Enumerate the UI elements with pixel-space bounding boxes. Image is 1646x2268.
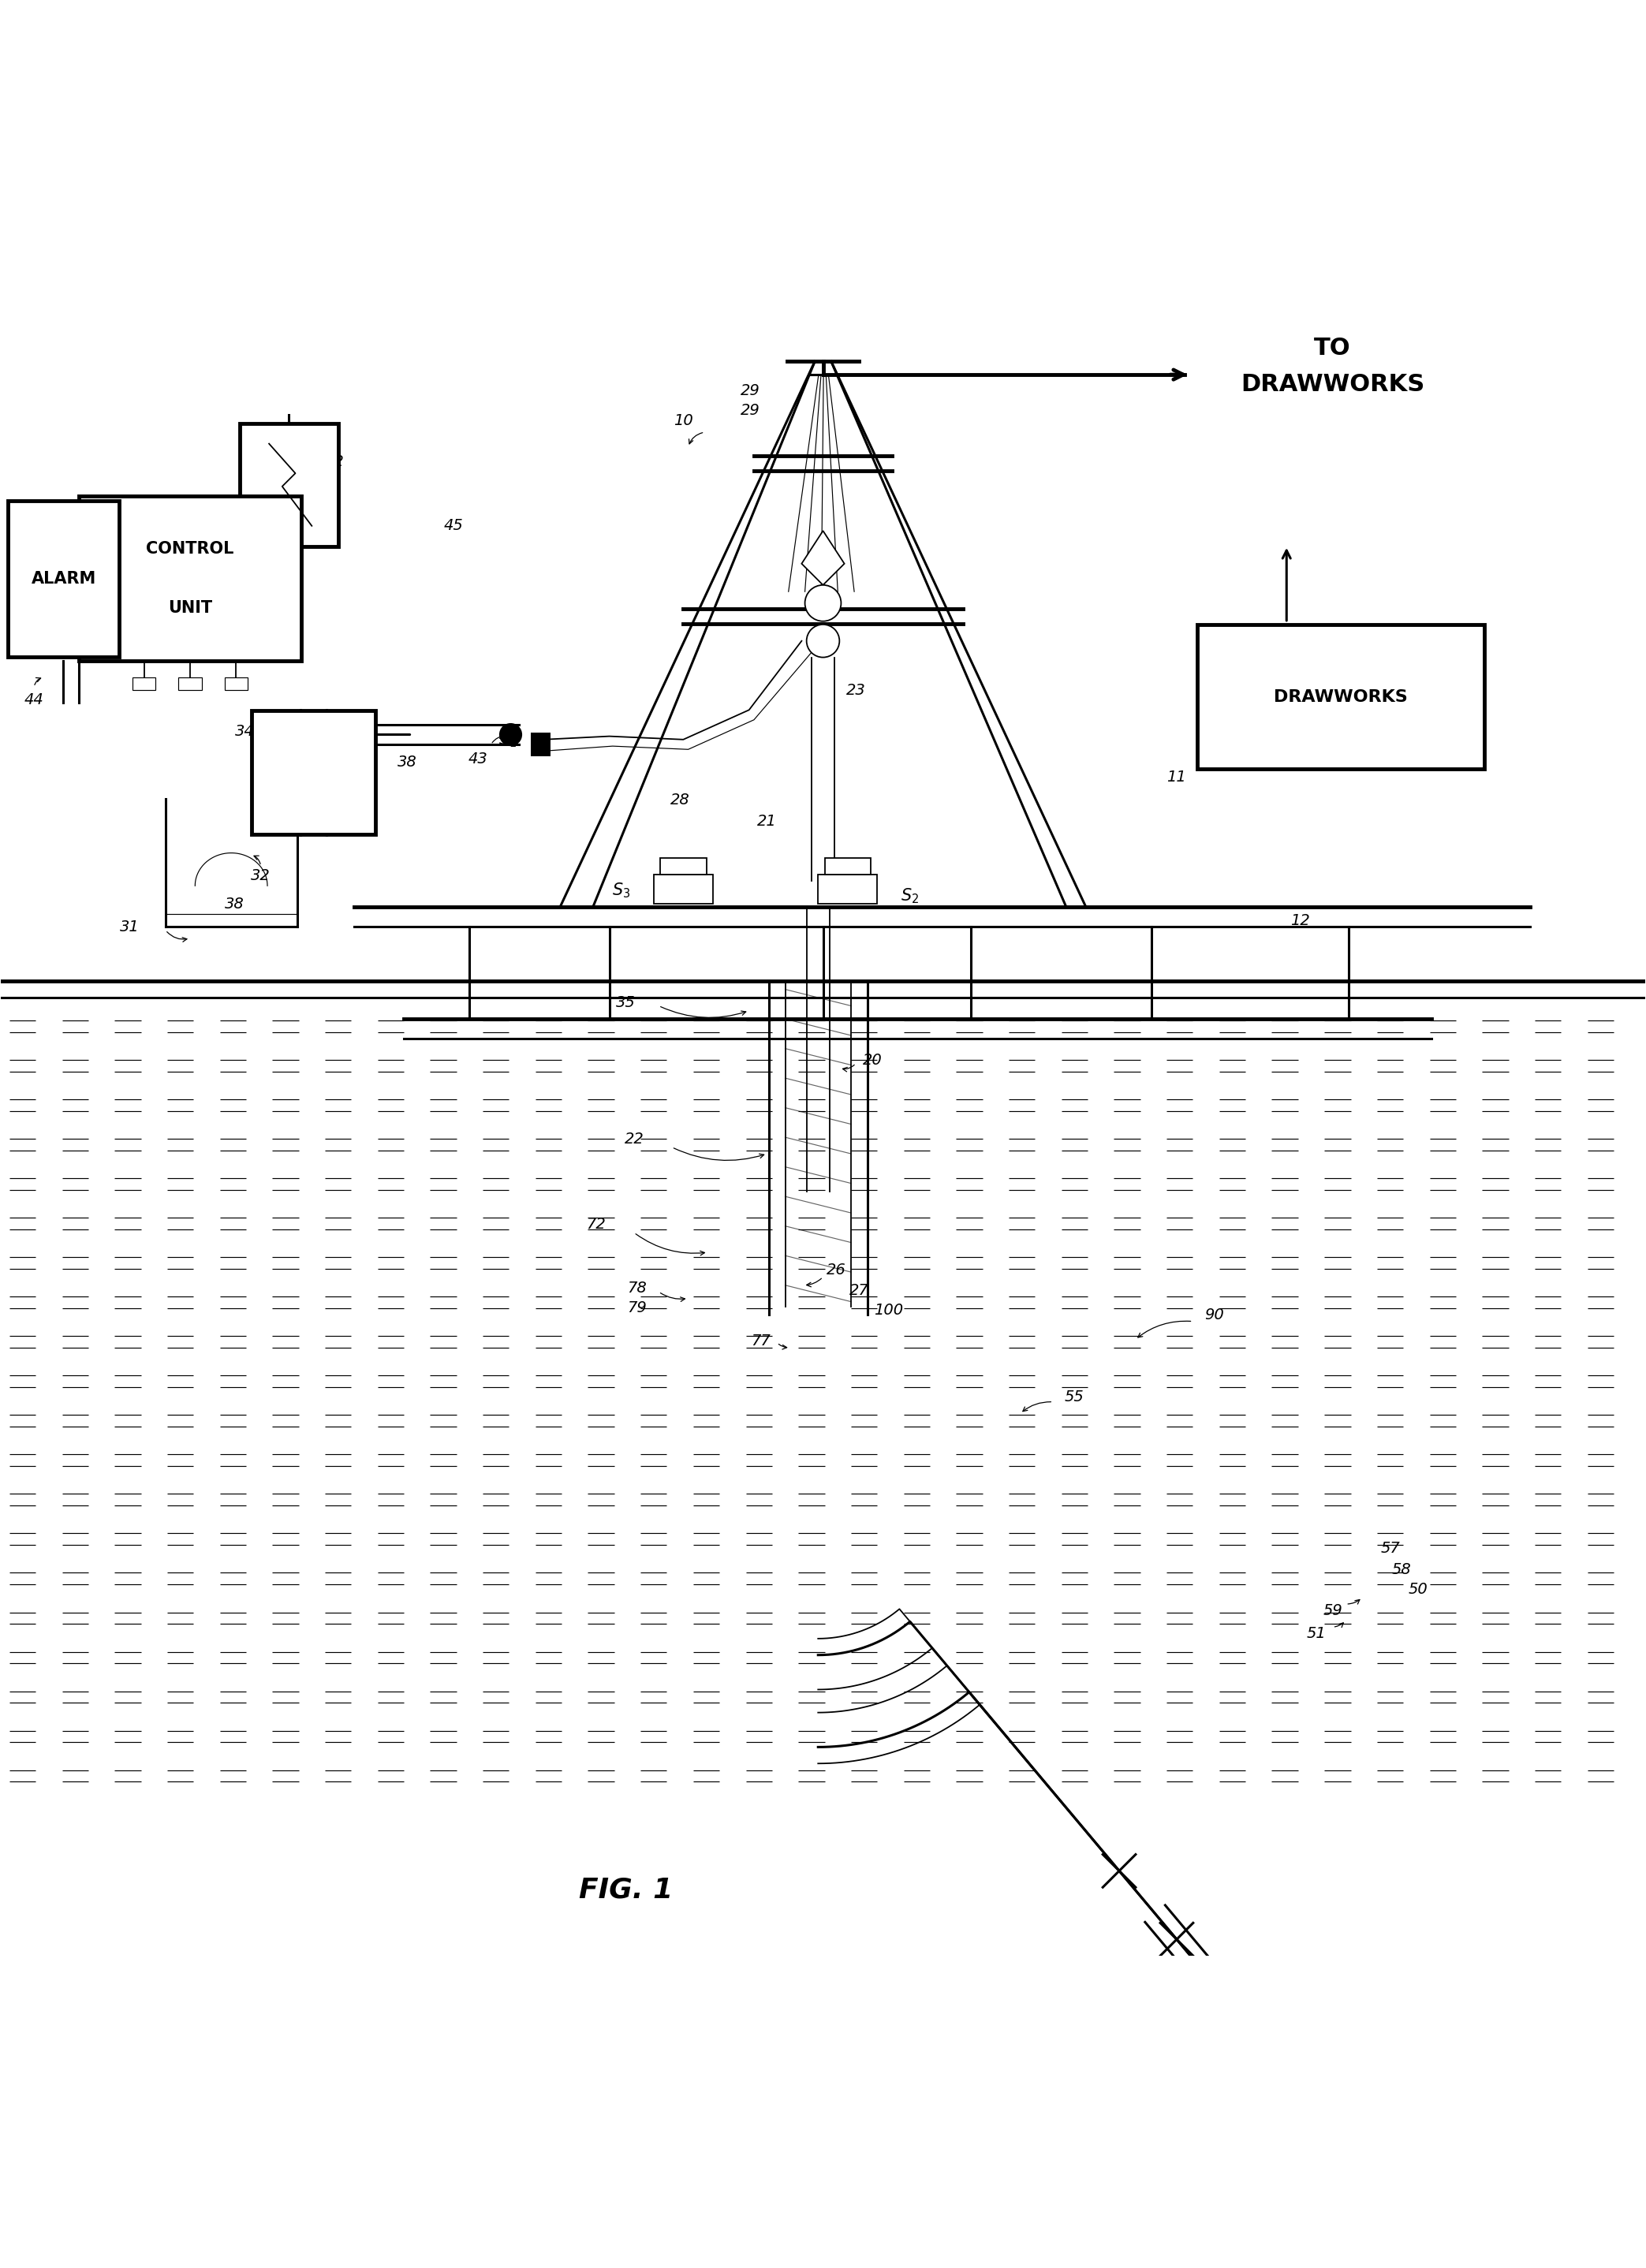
Text: UNIT: UNIT [168,601,212,617]
Circle shape [1287,2073,1310,2096]
Bar [239,424,337,547]
Text: 57: 57 [1381,1540,1399,1556]
Text: 77: 77 [751,1334,770,1349]
Text: 55: 55 [1065,1390,1085,1404]
Text: 38: 38 [397,755,416,771]
Text: $S_3$: $S_3$ [612,882,630,900]
Bar [179,678,202,689]
Text: 40: 40 [107,519,127,533]
Text: 11: 11 [1167,769,1187,785]
Text: 72: 72 [586,1218,606,1232]
Text: FIG. 1: FIG. 1 [579,1876,673,1903]
Text: DRAWWORKS: DRAWWORKS [1274,689,1407,705]
Text: 45: 45 [443,519,463,533]
Text: 10: 10 [673,413,693,429]
Text: 23: 23 [846,683,866,699]
Text: 59: 59 [1323,1603,1343,1617]
Text: 22: 22 [624,1132,644,1145]
Bar [660,857,706,873]
Text: 42: 42 [324,454,344,469]
Bar [818,873,877,905]
Text: 32: 32 [252,869,270,885]
Text: 20: 20 [863,1052,882,1068]
Text: 30: 30 [1409,717,1427,730]
Text: $S_1$: $S_1$ [499,730,517,748]
Text: 35: 35 [616,996,635,1009]
Bar [1197,624,1485,769]
Polygon shape [802,531,844,585]
Text: 34: 34 [235,723,253,739]
Bar [8,501,120,655]
Text: 44: 44 [25,692,44,708]
Text: 29: 29 [741,383,760,399]
Bar [653,873,713,905]
Text: TO: TO [1314,338,1351,361]
Circle shape [805,585,841,621]
Text: 29: 29 [741,404,760,417]
Text: 43: 43 [467,751,487,767]
Circle shape [807,624,839,658]
Text: 78: 78 [627,1281,647,1295]
Text: 38: 38 [226,896,244,912]
Bar [530,733,550,755]
Bar [825,857,871,873]
Circle shape [1244,2023,1267,2046]
Text: 100: 100 [874,1302,904,1318]
Bar [133,678,156,689]
Bar [224,678,247,689]
Text: 50: 50 [1409,1581,1427,1597]
Text: 14: 14 [846,880,866,896]
Text: CONTROL: CONTROL [146,542,234,556]
Text: 12: 12 [1290,912,1310,928]
Text: 26: 26 [826,1263,846,1277]
Text: 28: 28 [670,794,690,807]
Text: 27: 27 [849,1284,869,1297]
Bar [252,710,375,835]
Circle shape [499,723,522,746]
Text: 21: 21 [757,814,777,830]
Text: ALARM: ALARM [31,572,95,587]
Text: 58: 58 [1393,1563,1411,1576]
Text: DRAWWORKS: DRAWWORKS [1241,372,1424,397]
Text: 51: 51 [1307,1626,1327,1642]
Text: 79: 79 [627,1302,647,1315]
Text: 31: 31 [120,919,138,934]
Bar [79,497,301,660]
Text: 90: 90 [1205,1306,1225,1322]
Text: $S_2$: $S_2$ [900,887,918,905]
